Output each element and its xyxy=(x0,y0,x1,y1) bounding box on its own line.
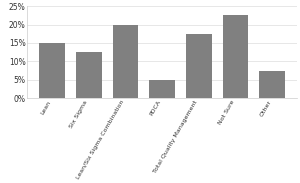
Bar xyxy=(39,43,65,98)
Bar xyxy=(186,34,212,98)
Bar xyxy=(223,15,248,98)
Bar xyxy=(149,80,175,98)
Bar xyxy=(112,25,138,98)
Bar xyxy=(76,52,102,98)
Bar xyxy=(259,70,285,98)
